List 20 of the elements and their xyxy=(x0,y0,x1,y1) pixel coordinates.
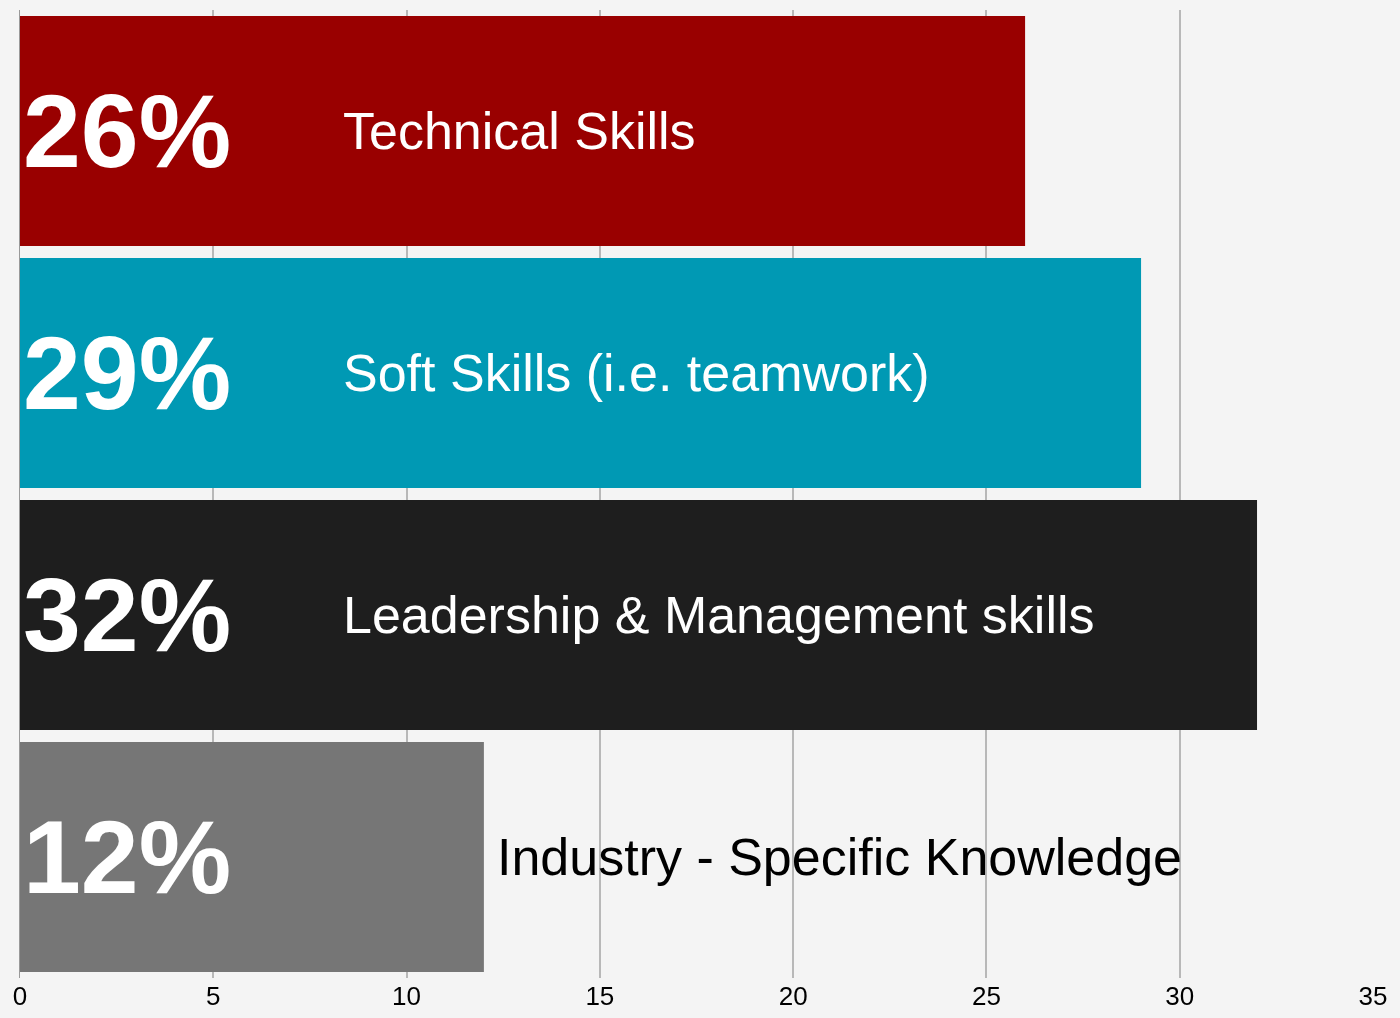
bar xyxy=(20,258,1142,488)
data-label: 32% xyxy=(23,557,232,673)
x-tick-label: 35 xyxy=(1358,981,1388,1011)
x-tick-label: 0 xyxy=(12,981,28,1011)
y-tick-label: Soft Skills (i.e. teamwork) xyxy=(343,344,930,402)
x-tick-label: 25 xyxy=(971,981,1001,1011)
bar xyxy=(20,16,1026,246)
x-tick-label: 5 xyxy=(206,981,221,1011)
data-label: 12% xyxy=(23,799,232,915)
x-tick-label: 30 xyxy=(1165,981,1195,1011)
y-tick-label: Leadership & Management skills xyxy=(343,586,1095,644)
x-tick-label: 10 xyxy=(392,981,422,1011)
bar xyxy=(20,500,1258,730)
data-label: 29% xyxy=(23,315,232,431)
x-tick-label: 20 xyxy=(778,981,808,1011)
x-tick-label: 15 xyxy=(585,981,615,1011)
y-tick-label: Industry - Specific Knowledge xyxy=(497,828,1183,886)
data-label: 26% xyxy=(23,73,232,189)
bar xyxy=(20,742,484,972)
y-tick-label: Technical Skills xyxy=(343,102,696,160)
